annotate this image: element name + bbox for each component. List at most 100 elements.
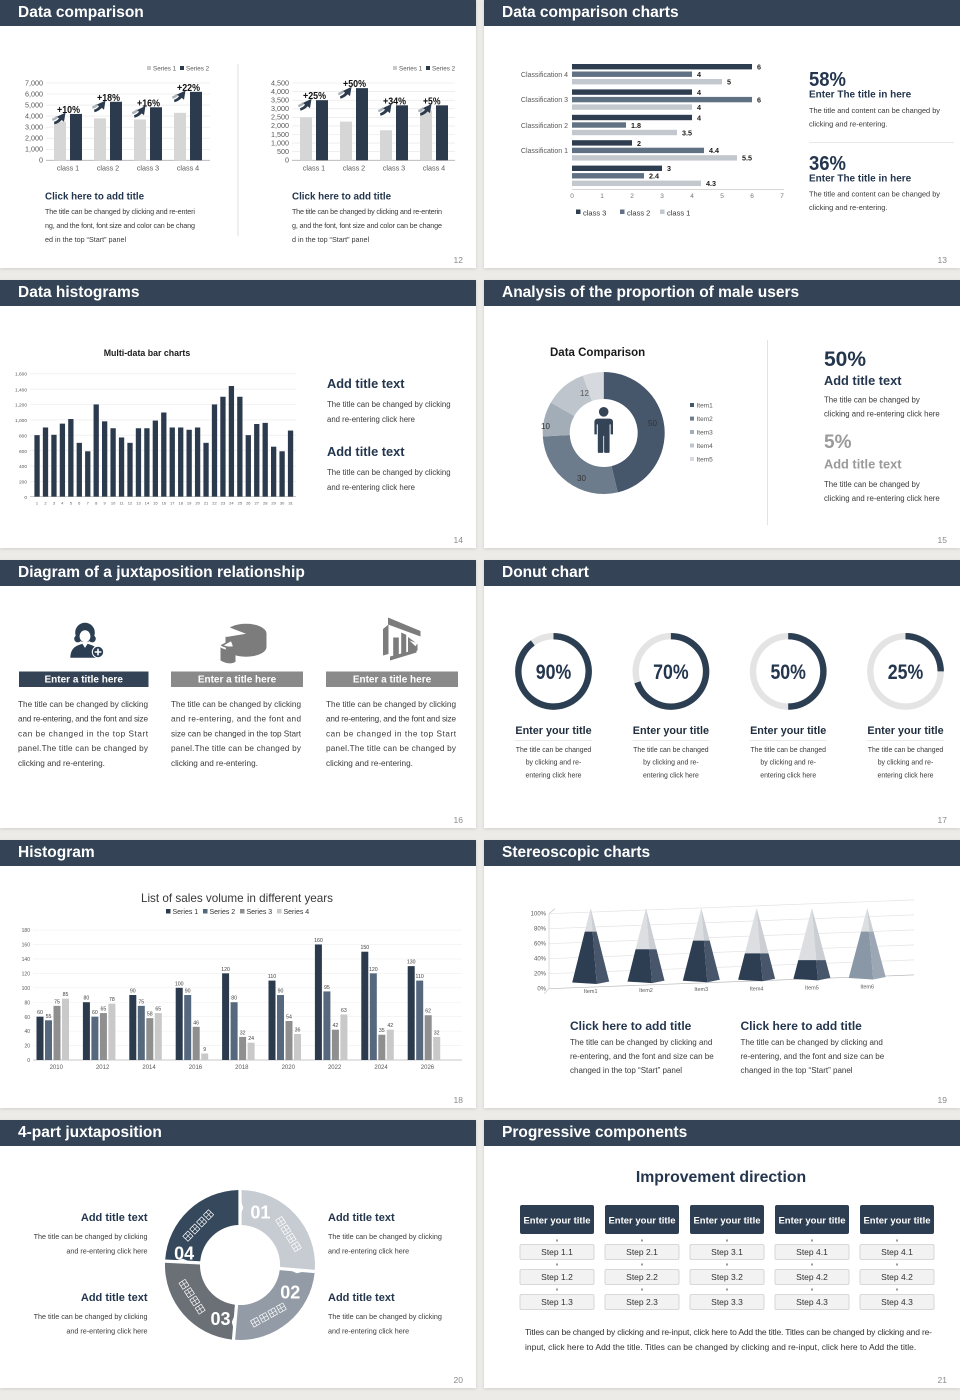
svg-text:58: 58 bbox=[147, 1012, 153, 1018]
svg-text:+22%: +22% bbox=[177, 83, 200, 94]
svg-text:Series 2: Series 2 bbox=[186, 66, 210, 73]
svg-text:List of sales volume in differ: List of sales volume in different years bbox=[141, 892, 333, 905]
svg-text:0: 0 bbox=[27, 1058, 30, 1064]
svg-text:Step 4.3: Step 4.3 bbox=[881, 1297, 913, 1307]
svg-text:entering click here: entering click here bbox=[760, 772, 816, 779]
svg-text:4.4: 4.4 bbox=[709, 146, 719, 155]
svg-text:3: 3 bbox=[53, 501, 56, 506]
svg-text:entering click here: entering click here bbox=[643, 772, 699, 779]
svg-text:and re-entering click here: and re-entering click here bbox=[327, 483, 415, 492]
svg-text:The title can be changed by: The title can be changed by bbox=[824, 480, 920, 489]
svg-text:0: 0 bbox=[39, 156, 43, 165]
svg-text:Data Comparison: Data Comparison bbox=[550, 347, 645, 359]
svg-text:The title can be changed by cl: The title can be changed by clicking bbox=[327, 400, 451, 409]
svg-text:Step 3.2: Step 3.2 bbox=[711, 1272, 743, 1282]
svg-text:and re-entering click here: and re-entering click here bbox=[66, 1247, 147, 1256]
svg-text:class 2: class 2 bbox=[343, 164, 365, 173]
svg-text:class 3: class 3 bbox=[383, 164, 405, 173]
svg-text:50%: 50% bbox=[770, 659, 806, 684]
svg-text:40: 40 bbox=[24, 1029, 30, 1035]
svg-text:class 2: class 2 bbox=[97, 164, 119, 173]
svg-text:clicking and re-entering click: clicking and re-entering click here bbox=[824, 410, 940, 419]
svg-text:0%: 0% bbox=[537, 987, 546, 993]
svg-text:The title can be changed by cl: The title can be changed by clicking and… bbox=[292, 207, 442, 216]
svg-text:2020: 2020 bbox=[282, 1065, 296, 1071]
svg-text:Series 1: Series 1 bbox=[153, 66, 177, 73]
svg-text:clicking and re-entering.: clicking and re-entering. bbox=[326, 759, 413, 768]
svg-text:+25%: +25% bbox=[303, 91, 326, 102]
svg-text:by clicking and re-: by clicking and re- bbox=[760, 760, 816, 767]
svg-text:changed in the top “Start” pan: changed in the top “Start” panel bbox=[741, 1066, 853, 1075]
svg-text:55: 55 bbox=[46, 1014, 52, 1020]
svg-text:02: 02 bbox=[280, 1282, 300, 1302]
svg-text:4: 4 bbox=[697, 113, 701, 122]
svg-text:The title can be changed by cl: The title can be changed by clicking bbox=[34, 1232, 148, 1241]
svg-text:and re-entering, and the font: and re-entering, and the font and bbox=[171, 715, 301, 724]
svg-text:4,500: 4,500 bbox=[271, 78, 289, 87]
svg-text:5: 5 bbox=[720, 193, 724, 200]
svg-text:The title can be changed by cl: The title can be changed by clicking bbox=[326, 700, 456, 709]
svg-text:2,000: 2,000 bbox=[271, 121, 289, 130]
svg-text:by clicking and re-: by clicking and re- bbox=[878, 760, 934, 767]
svg-text:500: 500 bbox=[277, 147, 289, 156]
svg-text:2.4: 2.4 bbox=[649, 172, 659, 181]
svg-text:The title and content can be c: The title and content can be changed by bbox=[809, 190, 940, 199]
svg-text:100: 100 bbox=[175, 981, 184, 987]
svg-text:6: 6 bbox=[78, 501, 81, 506]
svg-text:75: 75 bbox=[54, 999, 60, 1005]
svg-text:The title can be changed by cl: The title can be changed by clicking bbox=[18, 700, 148, 709]
svg-text:15: 15 bbox=[153, 501, 158, 506]
svg-text:Enter your title: Enter your title bbox=[750, 725, 826, 737]
svg-text:entering click here: entering click here bbox=[878, 772, 934, 779]
svg-text:110: 110 bbox=[268, 974, 276, 980]
svg-text:180: 180 bbox=[22, 928, 31, 934]
svg-text:The title can be changed by cl: The title can be changed by clicking and bbox=[741, 1038, 883, 1047]
svg-text:17: 17 bbox=[170, 501, 175, 506]
svg-text:1.8: 1.8 bbox=[631, 121, 641, 130]
svg-text:2014: 2014 bbox=[142, 1065, 156, 1071]
svg-text:Series 3: Series 3 bbox=[247, 909, 273, 916]
svg-text:2: 2 bbox=[637, 139, 641, 148]
svg-text:Item2: Item2 bbox=[639, 988, 653, 994]
svg-text:Classification 3: Classification 3 bbox=[521, 97, 568, 104]
svg-text:50: 50 bbox=[648, 419, 657, 428]
svg-text:42: 42 bbox=[387, 1023, 393, 1029]
svg-text:2: 2 bbox=[44, 501, 47, 506]
svg-text:class 1: class 1 bbox=[667, 209, 690, 218]
svg-text:3,500: 3,500 bbox=[271, 96, 289, 105]
svg-text:0: 0 bbox=[285, 156, 289, 165]
svg-text:The title can be changed by: The title can be changed by bbox=[824, 396, 920, 405]
svg-text:+5%: +5% bbox=[423, 96, 441, 107]
svg-text:2,000: 2,000 bbox=[25, 134, 43, 143]
svg-text:1: 1 bbox=[600, 193, 604, 200]
svg-text:95: 95 bbox=[324, 985, 330, 991]
svg-text:80: 80 bbox=[231, 996, 237, 1002]
svg-text:63: 63 bbox=[341, 1008, 347, 1014]
svg-text:The title can be changed by cl: The title can be changed by clicking bbox=[327, 468, 451, 477]
svg-text:10: 10 bbox=[111, 501, 116, 506]
svg-text:The title can be changed by cl: The title can be changed by clicking bbox=[328, 1232, 442, 1241]
svg-text:Item3: Item3 bbox=[697, 430, 714, 437]
svg-text:The title can be changed by cl: The title can be changed by clicking bbox=[34, 1312, 148, 1321]
svg-text:85: 85 bbox=[63, 992, 69, 998]
svg-text:4: 4 bbox=[697, 88, 701, 97]
svg-text:class 3: class 3 bbox=[583, 209, 606, 218]
svg-text:35: 35 bbox=[379, 1028, 385, 1034]
svg-text:Step 3.1: Step 3.1 bbox=[711, 1247, 743, 1257]
svg-text:Item6: Item6 bbox=[860, 985, 874, 991]
svg-text:24: 24 bbox=[229, 501, 234, 506]
svg-text:Series 2: Series 2 bbox=[210, 909, 236, 916]
svg-text:The title can be changed by cl: The title can be changed by clicking bbox=[328, 1312, 442, 1321]
svg-text:110: 110 bbox=[416, 974, 424, 980]
svg-text:65: 65 bbox=[155, 1007, 161, 1013]
svg-text:Step 3.3: Step 3.3 bbox=[711, 1297, 743, 1307]
svg-text:80%: 80% bbox=[534, 927, 547, 933]
svg-text:Enter The title in here: Enter The title in here bbox=[809, 90, 912, 101]
svg-text:The title can be changed: The title can be changed bbox=[633, 747, 709, 754]
svg-text:re-entering, and the font and: re-entering, and the font and size can b… bbox=[570, 1052, 714, 1061]
svg-text:class 4: class 4 bbox=[177, 164, 199, 173]
svg-text:Classification 2: Classification 2 bbox=[521, 123, 568, 130]
svg-text:7: 7 bbox=[87, 501, 90, 506]
svg-text:31: 31 bbox=[288, 501, 293, 506]
svg-text:and re-entering click here: and re-entering click here bbox=[66, 1327, 147, 1336]
